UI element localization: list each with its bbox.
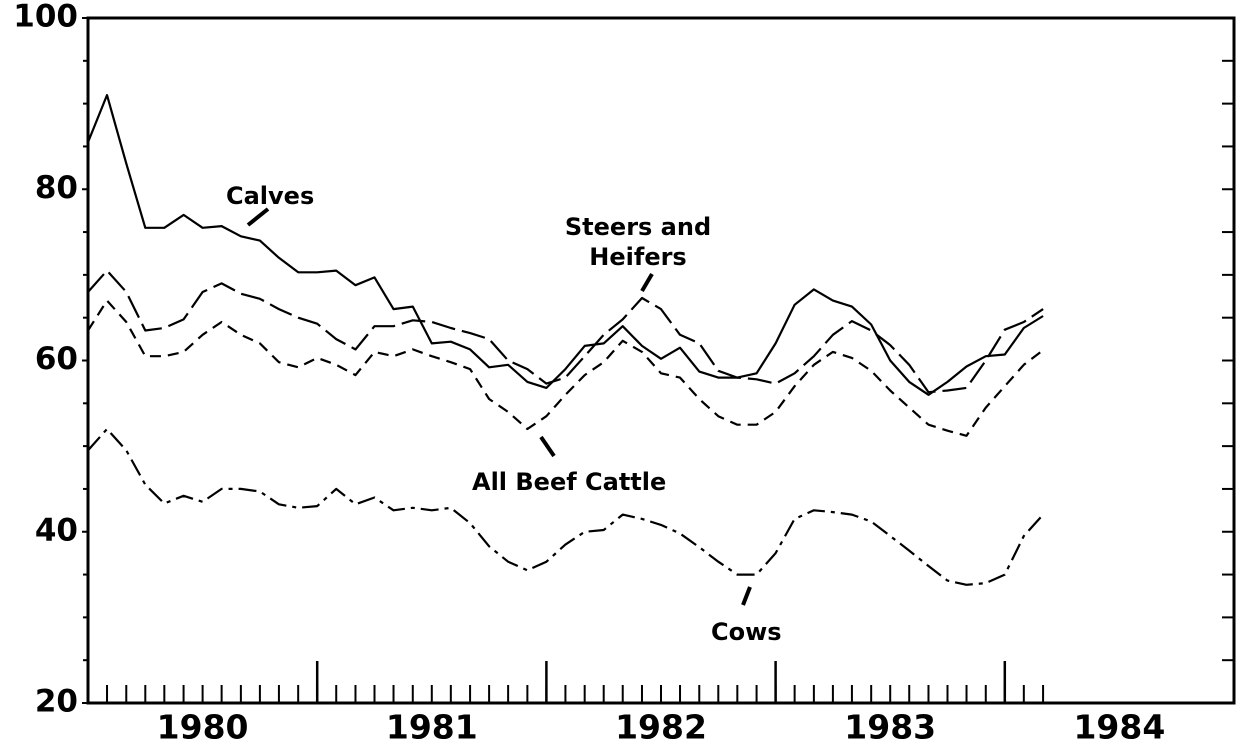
plot-frame [86,16,1236,705]
leader-line [539,435,556,458]
y-tick-label: 40 [35,512,78,548]
series-line [86,94,1044,396]
leaders [246,207,752,606]
series-line [87,269,1044,394]
series-label: All Beef Cattle [472,468,667,496]
leader-line [246,207,270,227]
x-tick-label: 1984 [1073,708,1165,747]
x-tick-label: 1980 [157,708,249,747]
y-tick-label: 20 [35,684,78,720]
leader-line [640,272,654,293]
x-tick-label: 1982 [615,708,707,747]
y-tick-label: 80 [35,170,78,206]
series-label: Cows [711,618,782,646]
series-line [87,299,1044,437]
x-tick-label: 1981 [386,708,478,747]
series-label: Calves [226,182,315,210]
y-tick-label: 60 [35,341,78,377]
x-tick-label: 1983 [844,708,936,747]
y-tick-label: 100 [13,0,78,35]
series-label: Steers and Heifers [564,213,712,271]
leader-line [741,586,752,606]
series-line [87,427,1044,586]
